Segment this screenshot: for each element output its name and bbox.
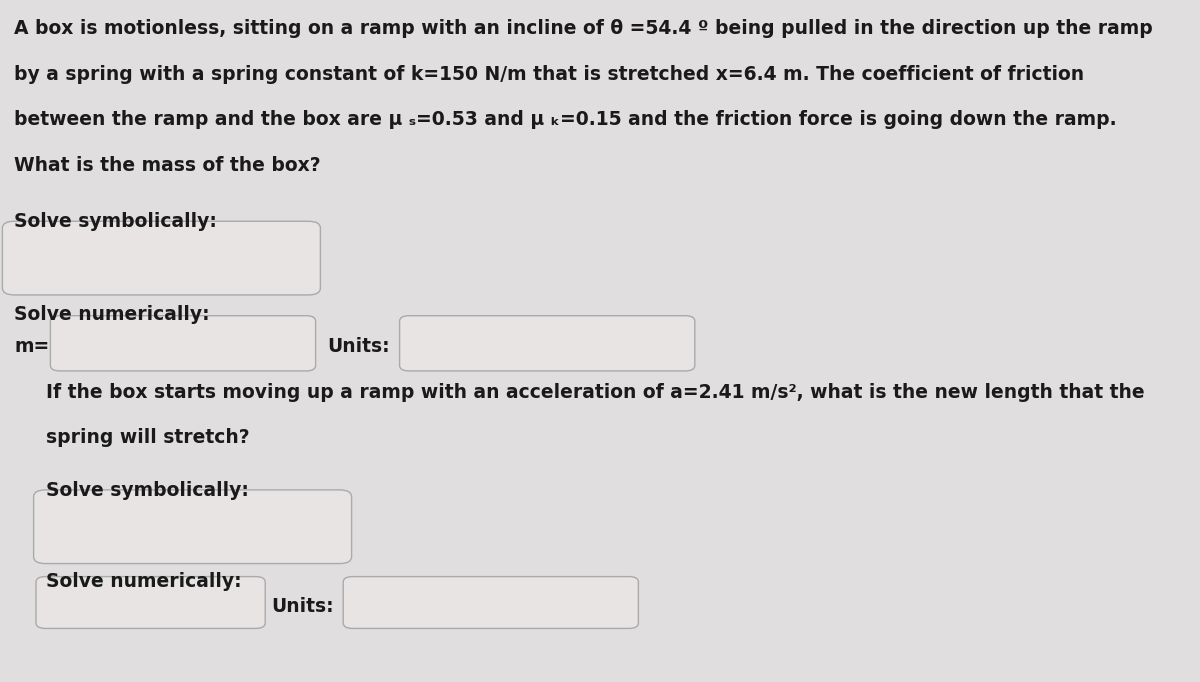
Text: m=: m= (14, 337, 49, 356)
FancyBboxPatch shape (34, 490, 352, 563)
Text: Solve numerically:: Solve numerically: (14, 305, 210, 324)
Text: Solve numerically:: Solve numerically: (46, 572, 241, 591)
Text: If the box starts moving up a ramp with an acceleration of a=2.41 m/s², what is : If the box starts moving up a ramp with … (46, 383, 1145, 402)
FancyBboxPatch shape (400, 316, 695, 371)
Text: Units:: Units: (328, 337, 390, 356)
Text: spring will stretch?: spring will stretch? (46, 428, 250, 447)
Text: by a spring with a spring constant of k=150 N/m that is stretched x=6.4 m. The c: by a spring with a spring constant of k=… (14, 65, 1085, 84)
Text: Solve symbolically:: Solve symbolically: (14, 212, 217, 231)
FancyBboxPatch shape (50, 316, 316, 371)
Text: Solve symbolically:: Solve symbolically: (46, 481, 248, 500)
Text: A box is motionless, sitting on a ramp with an incline of θ =54.4 º being pulled: A box is motionless, sitting on a ramp w… (14, 19, 1153, 38)
Text: Units:: Units: (271, 597, 334, 616)
Text: between the ramp and the box are μ ₛ=0.53 and μ ₖ=0.15 and the friction force is: between the ramp and the box are μ ₛ=0.5… (14, 110, 1117, 130)
Text: What is the mass of the box?: What is the mass of the box? (14, 156, 322, 175)
FancyBboxPatch shape (36, 576, 265, 628)
FancyBboxPatch shape (343, 576, 638, 628)
FancyBboxPatch shape (2, 221, 320, 295)
